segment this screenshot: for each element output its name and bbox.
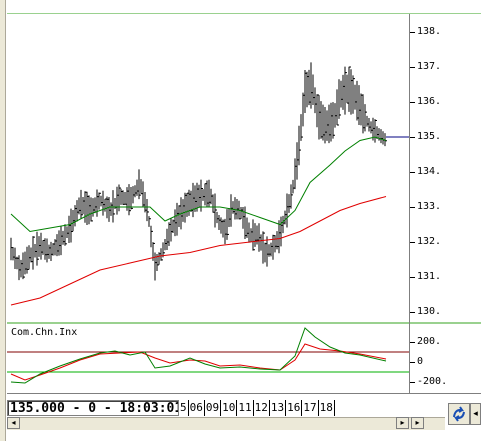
top-border-line (7, 13, 481, 14)
price-axis-label: 132. (417, 236, 442, 247)
scroll-left-button[interactable]: ◂ (7, 417, 20, 429)
price-axis-tick (410, 242, 415, 243)
price-chart-area[interactable] (7, 14, 409, 321)
price-axis-tick (410, 102, 415, 103)
price-axis-tick (410, 277, 415, 278)
scroll-end-button[interactable]: ▸ (411, 417, 424, 429)
arrow-left-icon: ◂ (11, 418, 16, 427)
tool-menu-button[interactable]: ◂ (470, 403, 481, 425)
date-axis-label: 09 (205, 400, 222, 416)
arrow-right-end-icon: ▸ (415, 418, 420, 427)
date-axis-label: 10 (222, 400, 238, 416)
price-axis-label: 137. (417, 61, 442, 72)
arrow-left-icon: ◂ (473, 409, 478, 419)
y-axis-line (409, 14, 410, 394)
price-axis-tick (410, 137, 415, 138)
indicator-axis-tick (410, 342, 415, 343)
indicator-signal-line (10, 343, 387, 381)
indicator-label: Com.Chn.Inx (11, 327, 78, 338)
price-axis-label: 133. (417, 201, 442, 212)
date-axis-labels: 5 06 09 10 11 12 13 16 17 18 (179, 400, 335, 416)
price-axis-tick (410, 67, 415, 68)
horizontal-scrollbar[interactable] (7, 417, 445, 430)
date-axis-label: 12 (254, 400, 270, 416)
price-readout: 135.000 - 0 - 18:03:01 (7, 400, 179, 416)
indicator-axis-label: -200. (417, 376, 448, 387)
date-axis-label: 16 (287, 400, 303, 416)
refresh-tool-icon (453, 406, 465, 422)
pane-separator[interactable] (7, 322, 481, 324)
price-axis-tick (410, 207, 415, 208)
indicator-axis-tick (410, 382, 415, 383)
moving-average-fast-line (10, 136, 387, 233)
date-axis-label: 11 (238, 400, 254, 416)
price-axis-label: 131. (417, 271, 442, 282)
price-axis-label: 134. (417, 166, 442, 177)
price-axis-label: 138. (417, 26, 442, 37)
date-axis-label: 18 (319, 400, 335, 416)
scroll-right-button[interactable]: ▸ (396, 417, 409, 429)
date-axis-label: 5 (180, 400, 189, 416)
price-axis-label: 136. (417, 96, 442, 107)
window-left-frame (0, 0, 6, 441)
date-axis-label: 06 (189, 400, 205, 416)
moving-average-slow-line (10, 196, 387, 306)
price-axis-label: 135. (417, 131, 442, 142)
indicator-axis-label: 0 (417, 356, 424, 367)
price-axis-label: 130. (417, 306, 442, 317)
arrow-right-icon: ▸ (400, 418, 405, 427)
price-axis-tick (410, 172, 415, 173)
date-axis-label: 17 (303, 400, 319, 416)
price-axis-tick (410, 312, 415, 313)
x-axis-line (7, 393, 481, 394)
indicator-chart-area[interactable] (7, 324, 409, 393)
indicator-axis-label: 200. (417, 336, 442, 347)
refresh-tool-button[interactable] (448, 403, 470, 425)
indicator-main-line (10, 327, 387, 384)
price-axis-tick (410, 32, 415, 33)
date-axis-label: 13 (270, 400, 287, 416)
indicator-axis-tick (410, 362, 415, 363)
